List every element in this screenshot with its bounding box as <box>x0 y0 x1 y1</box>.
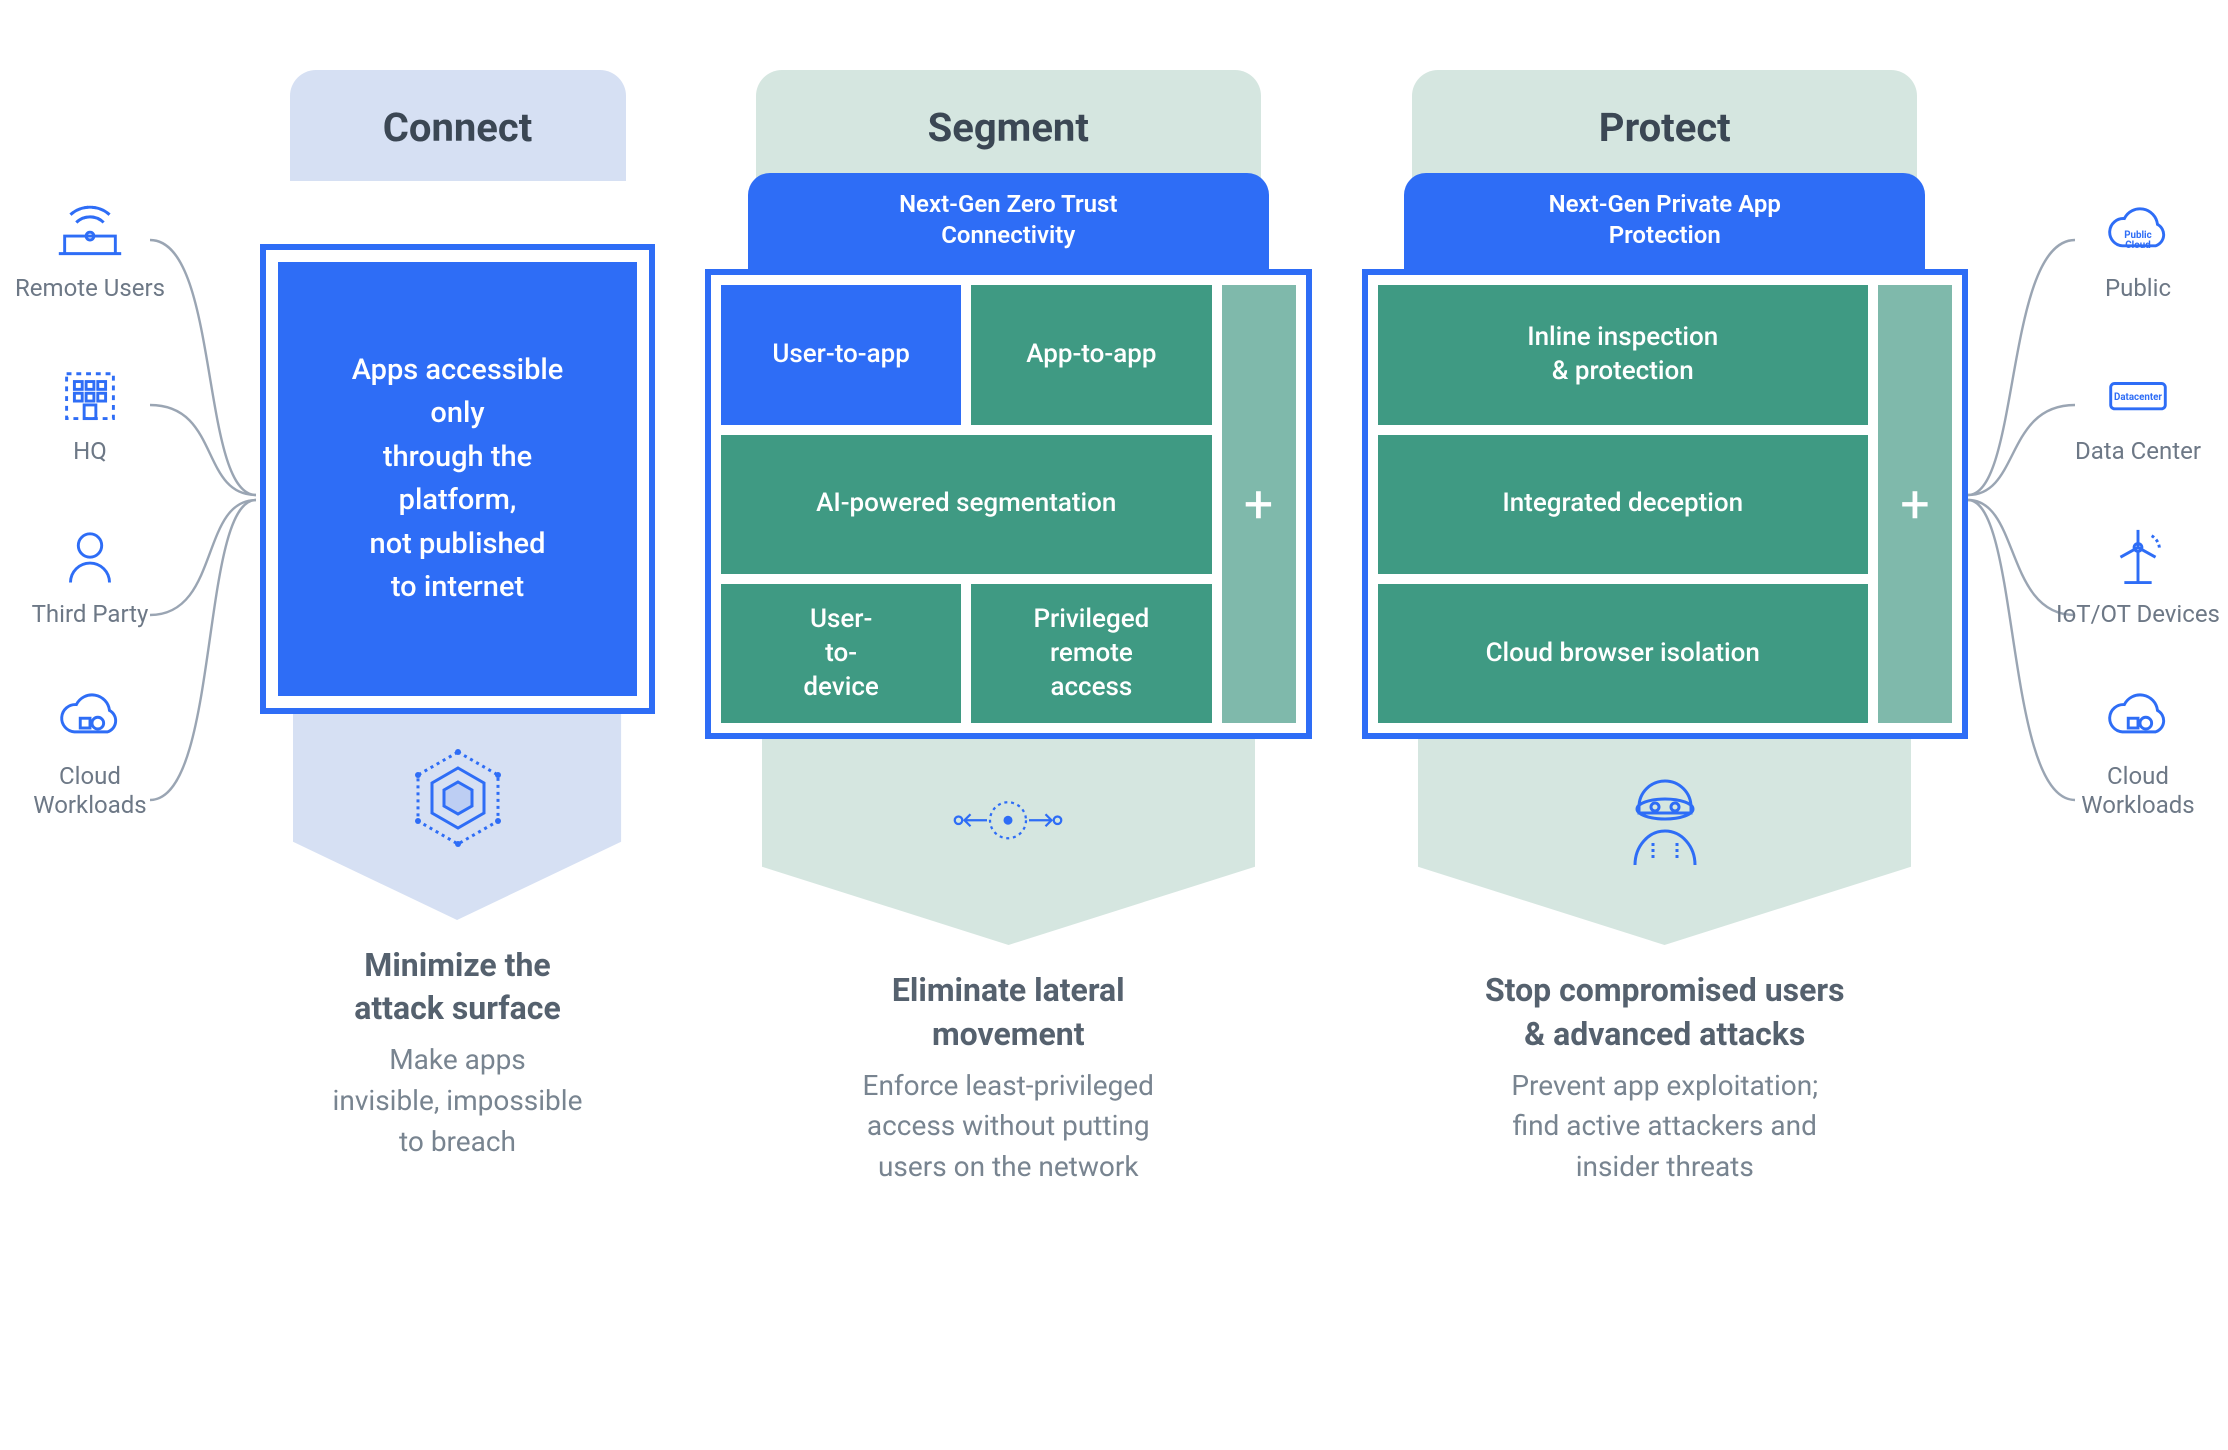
box-cbi: Cloud browser isolation <box>1378 584 1869 723</box>
segment-arrow <box>762 739 1255 945</box>
svg-text:Datacenter: Datacenter <box>2114 392 2162 403</box>
pillars: Connect Apps accessible only through the… <box>260 70 1968 1188</box>
datacenter-icon: Datacenter <box>2099 363 2177 427</box>
attacker-icon <box>1605 765 1725 875</box>
protect-arrow <box>1418 739 1911 945</box>
ep-hq: HQ <box>51 363 129 466</box>
svg-text:Cloud: Cloud <box>2125 240 2150 251</box>
pillar-connect: Connect Apps accessible only through the… <box>260 70 655 1188</box>
ep-label: Cloud Workloads <box>2081 762 2194 820</box>
building-icon <box>51 363 129 427</box>
diagram-root: Remote Users HQ Third Party Cloud Worklo… <box>0 0 2228 1450</box>
ep-cloud-workloads-left: Cloud Workloads <box>33 688 146 820</box>
pillar-protect: Protect Next-Gen Private App Protection … <box>1362 70 1969 1188</box>
benefit-title: Eliminate lateral movement <box>863 969 1154 1055</box>
protect-title: Protect <box>1412 70 1917 181</box>
connect-benefit: Minimize the attack surface Make apps in… <box>333 944 583 1162</box>
ep-label: IoT/OT Devices <box>2056 600 2220 629</box>
segment-plus: + <box>1222 285 1296 723</box>
ep-label: Data Center <box>2075 437 2201 466</box>
benefit-title: Minimize the attack surface <box>333 944 583 1030</box>
box-deception: Integrated deception <box>1378 435 1869 574</box>
ep-label: Cloud Workloads <box>33 762 146 820</box>
benefit-desc: Enforce least-privileged access without … <box>863 1066 1154 1188</box>
segment-benefit: Eliminate lateral movement Enforce least… <box>863 969 1154 1187</box>
cube-shield-icon <box>398 740 518 850</box>
cloud-cogs-icon <box>2099 688 2177 752</box>
cloud-public-icon: PublicCloud <box>2099 200 2177 264</box>
protect-plus: + <box>1878 285 1952 723</box>
benefit-desc: Make apps invisible, impossible to breac… <box>333 1040 583 1162</box>
ep-label: Remote Users <box>15 274 165 303</box>
box-user-to-app: User-to-app <box>721 285 961 424</box>
box-ai-segmentation: AI-powered segmentation <box>721 435 1212 574</box>
ep-remote-users: Remote Users <box>15 200 165 303</box>
protect-card: Inline inspection & protection Integrate… <box>1362 269 1969 739</box>
ep-iot-ot: IoT/OT Devices <box>2056 526 2220 629</box>
east-west-icon <box>948 765 1068 875</box>
person-icon <box>51 526 129 590</box>
ep-data-center: Datacenter Data Center <box>2075 363 2201 466</box>
ep-label: HQ <box>73 437 107 466</box>
ep-label: Public <box>2105 274 2171 303</box>
segment-subtab: Next-Gen Zero Trust Connectivity <box>748 173 1269 269</box>
ep-public: PublicCloud Public <box>2099 200 2177 303</box>
benefit-title: Stop compromised users & advanced attack… <box>1485 969 1845 1055</box>
benefit-desc: Prevent app exploitation; find active at… <box>1485 1066 1845 1188</box>
protect-benefit: Stop compromised users & advanced attack… <box>1485 969 1845 1187</box>
connect-card-text: Apps accessible only through the platfor… <box>278 262 637 696</box>
ep-cloud-workloads-right: Cloud Workloads <box>2081 688 2194 820</box>
protect-subtab: Next-Gen Private App Protection <box>1404 173 1925 269</box>
box-privileged-remote: Privileged remote access <box>971 584 1211 723</box>
ep-label: Third Party <box>32 600 149 629</box>
laptop-wifi-icon <box>51 200 129 264</box>
right-endpoints: PublicCloud Public Datacenter Data Cente… <box>2048 200 2228 820</box>
left-endpoints: Remote Users HQ Third Party Cloud Worklo… <box>0 200 180 820</box>
box-inline-inspection: Inline inspection & protection <box>1378 285 1869 424</box>
ep-third-party: Third Party <box>32 526 149 629</box>
connect-arrow <box>293 714 621 920</box>
turbine-icon <box>2099 526 2177 590</box>
segment-card: User-to-app App-to-app AI-powered segmen… <box>705 269 1312 739</box>
segment-title: Segment <box>756 70 1261 181</box>
box-user-to-device: User- to- device <box>721 584 961 723</box>
box-app-to-app: App-to-app <box>971 285 1211 424</box>
connect-title: Connect <box>290 70 626 181</box>
cloud-cogs-icon <box>51 688 129 752</box>
connect-card: Apps accessible only through the platfor… <box>260 244 655 714</box>
pillar-segment: Segment Next-Gen Zero Trust Connectivity… <box>705 70 1312 1188</box>
